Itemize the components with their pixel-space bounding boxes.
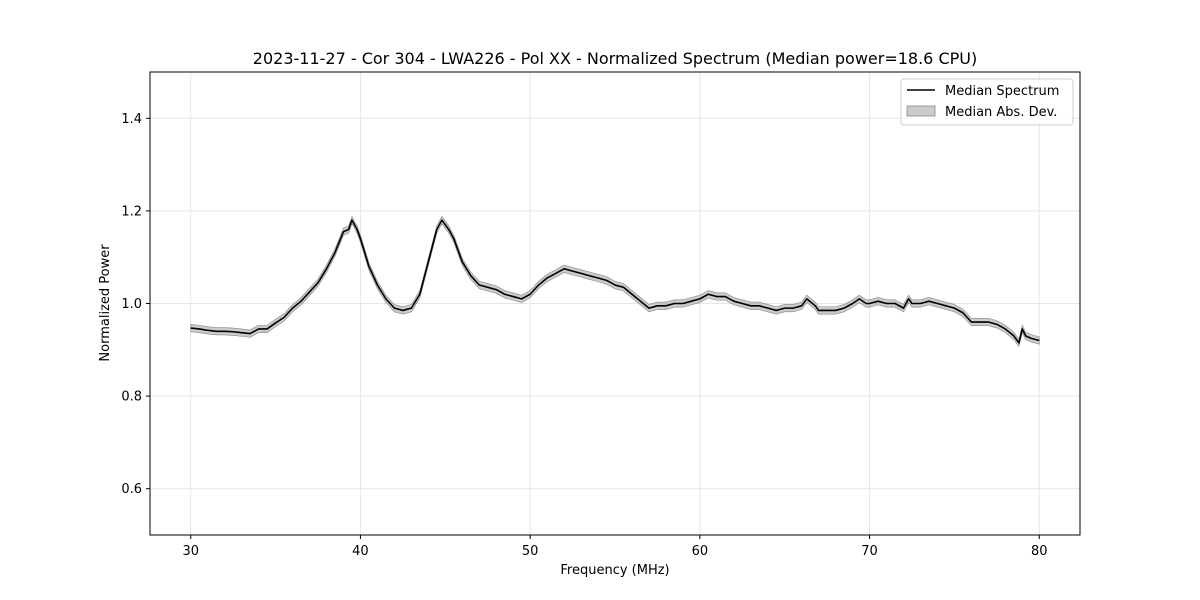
legend-label-median-abs-dev: Median Abs. Dev. xyxy=(945,105,1057,120)
chart-title: 2023-11-27 - Cor 304 - LWA226 - Pol XX -… xyxy=(253,49,977,68)
x-tick-label: 60 xyxy=(692,544,709,559)
x-tick-label: 70 xyxy=(861,544,878,559)
y-axis-ticks: 0.6 0.8 1.0 1.2 1.4 xyxy=(121,112,150,497)
median-spectrum-line xyxy=(190,219,1040,344)
y-axis-label: Normalized Power xyxy=(98,244,113,362)
x-tick-label: 80 xyxy=(1031,544,1048,559)
y-tick-label: 1.2 xyxy=(121,204,142,219)
x-tick-label: 30 xyxy=(182,544,199,559)
legend-frame xyxy=(900,78,1074,126)
legend-band-icon xyxy=(906,105,936,117)
y-tick-label: 0.6 xyxy=(121,482,142,497)
plot-area xyxy=(190,215,1040,348)
x-axis-ticks: 30 40 50 60 70 80 xyxy=(182,535,1048,559)
y-tick-label: 1.0 xyxy=(121,297,142,312)
x-tick-label: 40 xyxy=(352,544,369,559)
y-tick-label: 0.8 xyxy=(121,390,142,405)
y-tick-label: 1.4 xyxy=(121,112,142,127)
x-axis-label: Frequency (MHz) xyxy=(560,563,669,578)
legend-label-median-spectrum: Median Spectrum xyxy=(945,84,1059,99)
legend: Median Spectrum Median Abs. Dev. xyxy=(900,78,1074,126)
x-tick-label: 50 xyxy=(522,544,539,559)
median-abs-dev-band xyxy=(190,215,1040,348)
